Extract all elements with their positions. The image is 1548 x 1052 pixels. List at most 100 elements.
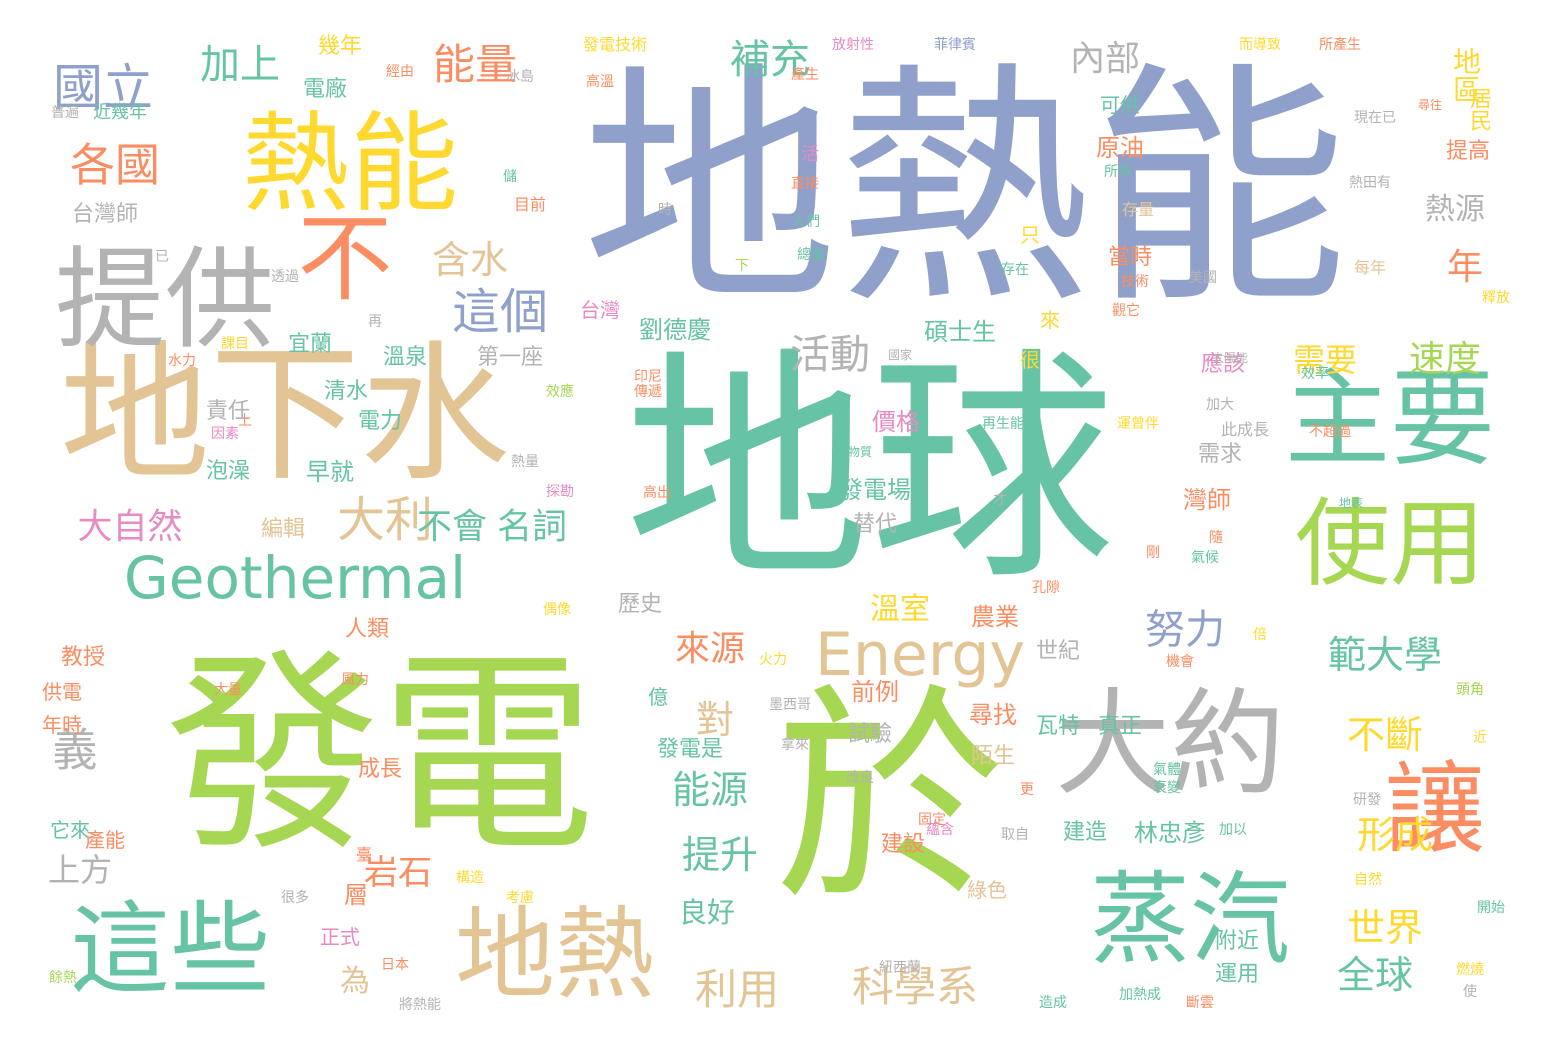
word-81: 提高: [1445, 139, 1491, 164]
word-191: 已: [155, 249, 169, 265]
word-152: 才: [993, 492, 1007, 508]
word-99: 它來: [50, 818, 90, 842]
word-193: 再: [368, 314, 382, 330]
word-158: 火力: [759, 652, 787, 668]
word-160: 大量: [214, 682, 242, 698]
word-183: 燃燒: [1456, 962, 1484, 978]
word-11: 讓: [1385, 751, 1485, 868]
word-65: 灣師: [1183, 486, 1231, 514]
word-117: 效率: [1301, 366, 1329, 382]
word-29: 範大學: [1327, 633, 1443, 677]
word-112: 存量: [1121, 200, 1155, 219]
word-23: 這個: [451, 284, 549, 340]
word-10: 大約: [1054, 677, 1286, 812]
word-163: 機會: [1166, 654, 1194, 670]
word-118: 此成長: [1220, 420, 1270, 439]
word-180: 考慮: [506, 890, 534, 906]
word-151: 物質: [847, 445, 873, 459]
word-150: 高出: [643, 485, 671, 501]
word-116: 產生: [791, 67, 819, 83]
word-76: 應該: [1200, 352, 1246, 377]
word-153: 太陽能: [1211, 351, 1249, 365]
word-154: 氣候: [1191, 550, 1219, 566]
word-56: 責任: [205, 399, 251, 424]
word-134: 人們: [792, 214, 820, 230]
word-33: 世界: [1346, 906, 1424, 950]
word-114: 目前: [513, 195, 547, 214]
word-18: 加上: [200, 42, 280, 88]
word-189: 斷雲: [1186, 995, 1214, 1011]
word-110: 技術: [1121, 274, 1149, 290]
word-123: 發電技術: [582, 35, 648, 54]
word-61: 劉德慶: [639, 316, 711, 344]
word-174: 臺: [355, 845, 373, 864]
word-176: 蘊含: [926, 822, 954, 838]
word-143: 傳遞: [634, 384, 662, 400]
word-187: 造成: [1039, 995, 1067, 1011]
word-87: 清水: [323, 379, 369, 404]
word-102: 幾年: [317, 34, 363, 59]
word-26: 活動: [790, 332, 870, 378]
word-47: 來源: [674, 629, 746, 670]
word-169: 改良: [846, 770, 874, 786]
word-35: 科學系: [851, 962, 979, 1011]
word-172: 加以: [1219, 822, 1247, 838]
word-168: 衰變: [1153, 780, 1181, 796]
word-182: 紐西蘭: [879, 960, 921, 976]
word-34: 全球: [1336, 953, 1414, 997]
word-70: 尋找: [969, 701, 1017, 729]
word-96: 正式: [320, 925, 360, 949]
word-142: 水力: [168, 353, 196, 369]
word-50: 良好: [678, 896, 736, 929]
word-66: 運用: [1214, 962, 1260, 987]
word-139: 釋放: [1482, 290, 1510, 306]
word-49: 岩石: [364, 853, 432, 893]
word-95: 層: [344, 881, 368, 909]
word-37: 能源: [671, 768, 749, 812]
word-184: 使: [1463, 984, 1477, 1000]
word-51: 為: [340, 964, 370, 999]
word-119: 加大: [1206, 397, 1234, 413]
word-135: 總量: [797, 247, 825, 263]
word-198: 隨: [1209, 530, 1223, 546]
word-20: 補充: [730, 37, 810, 83]
word-156: 孔隙: [1032, 580, 1060, 596]
word-80: 居民: [1466, 87, 1491, 131]
word-111: 每年: [1353, 258, 1387, 277]
word-166: 研發: [1353, 792, 1381, 808]
word-24: 含水: [431, 238, 509, 282]
word-155: 剛: [1146, 545, 1160, 561]
word-108: 再生能源: [982, 416, 1038, 432]
word-15: Geothermal: [123, 544, 467, 612]
word-130: 冰島: [506, 69, 534, 85]
word-171: 取自: [1001, 827, 1029, 843]
word-167: 氣體: [1153, 762, 1181, 778]
word-12: 蒸汽: [1090, 861, 1290, 978]
word-46: 年: [1446, 247, 1484, 288]
word-120: 運曾伴: [1117, 416, 1159, 432]
word-131: 現在已: [1354, 110, 1396, 126]
word-132: 尋往: [1417, 98, 1443, 112]
word-92: 億: [648, 685, 668, 709]
word-141: 課目: [221, 336, 249, 352]
word-40: 義: [52, 723, 98, 777]
word-13: 這些: [70, 891, 270, 1008]
word-27: 需要: [1292, 341, 1358, 379]
word-107: 很: [1020, 348, 1040, 372]
word-148: 熱量: [511, 454, 539, 470]
word-69: 真正: [1097, 714, 1143, 739]
word-115: 直接: [791, 176, 819, 192]
word-52: 上方: [47, 851, 113, 889]
word-30: 努力: [1145, 607, 1225, 653]
word-113: 活: [801, 144, 819, 165]
word-9: 使用: [1294, 489, 1486, 600]
word-45: 熱源: [1425, 192, 1485, 227]
word-109: 只: [1020, 223, 1040, 247]
word-97: 供電: [42, 680, 82, 704]
word-136: 存在: [1001, 262, 1029, 278]
word-60: 碩士生: [924, 318, 996, 346]
word-93: 建設: [880, 832, 926, 857]
word-145: 效應: [546, 384, 574, 400]
word-137: 美國: [1189, 270, 1217, 286]
word-83: 宜蘭: [287, 332, 333, 357]
